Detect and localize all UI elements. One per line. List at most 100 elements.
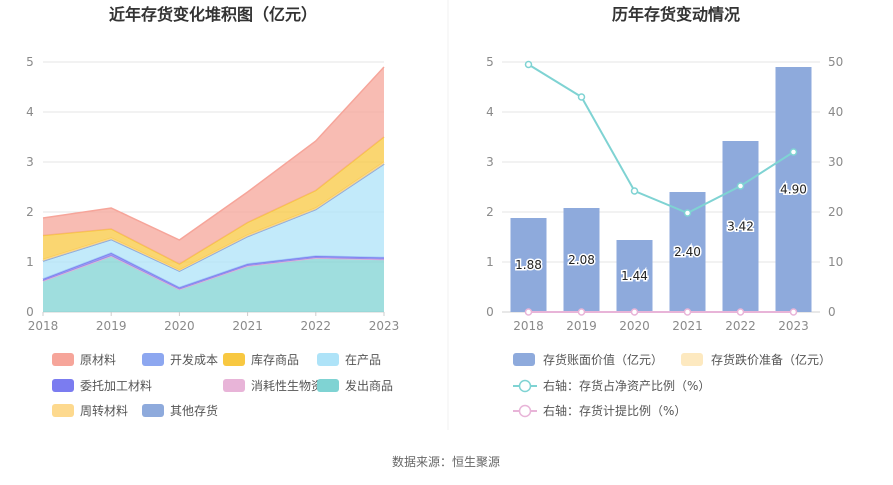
bar-value-label: 1.44 <box>621 269 648 283</box>
line-右轴-存货占净资产比例- <box>527 63 795 215</box>
legend-swatch-其他存货 <box>142 404 164 417</box>
legend-swatch-发出商品 <box>317 379 339 392</box>
legend-label-发出商品: 发出商品 <box>345 378 393 393</box>
right-y-tick-label: 1 <box>486 255 494 269</box>
bar-2023 <box>775 67 812 312</box>
legend-swatch-库存商品 <box>223 353 245 366</box>
legend-swatch-存货账面价值-亿元- <box>513 353 535 366</box>
right-x-tick-label: 2018 <box>513 319 544 333</box>
right-chart-title: 历年存货变动情况 <box>612 5 740 24</box>
legend-label-原材料: 原材料 <box>80 353 116 367</box>
legend-marker-右轴-存货占净资产比例- <box>518 379 532 393</box>
right-y-tick-label: 4 <box>486 105 494 119</box>
line-point <box>524 60 533 69</box>
line-point <box>683 308 692 316</box>
left-y-ticks: 0 1 2 3 4 5 <box>26 55 34 319</box>
legend-label-存货跌价准备-亿元-: 存货跌价准备（亿元） <box>711 352 831 367</box>
line-point <box>630 187 639 195</box>
legend-swatch-开发成本 <box>142 353 164 366</box>
bar-value-label: 1.88 <box>515 258 542 272</box>
line-point <box>524 308 533 316</box>
line-point <box>577 308 586 316</box>
right-y2-tick-label: 20 <box>828 205 843 219</box>
right-y2-tick-label: 30 <box>828 155 843 169</box>
line-point <box>736 308 745 316</box>
line-point <box>683 209 692 217</box>
left-y-tick-label: 3 <box>26 155 34 169</box>
right-y2-tick-label: 0 <box>828 305 836 319</box>
line-point <box>789 148 798 156</box>
legend-label-委托加工材料: 委托加工材料 <box>80 379 152 393</box>
bar-2019 <box>563 208 600 312</box>
right-y2-tick-label: 50 <box>828 55 843 69</box>
legend-marker-右轴-存货计提比例- <box>518 404 532 418</box>
bar-value-label: 2.08 <box>568 253 595 267</box>
area-原材料 <box>43 67 384 264</box>
left-chart-title: 近年存货变化堆积图（亿元） <box>109 5 317 24</box>
right-y2-tick-label: 10 <box>828 255 843 269</box>
right-grid <box>502 61 820 313</box>
right-y-tick-label: 3 <box>486 155 494 169</box>
right-y-ticks: 0 1 2 3 4 5 <box>486 55 494 319</box>
left-areas <box>42 66 385 312</box>
right-y2-tick-label: 40 <box>828 105 843 119</box>
left-y-tick-label: 1 <box>26 255 34 269</box>
left-x-tick-label: 2022 <box>301 319 332 333</box>
legend-label-周转材料: 周转材料 <box>80 403 128 418</box>
legend-label-存货账面价值-亿元-: 存货账面价值（亿元） <box>543 352 663 367</box>
right-x-tick-label: 2019 <box>566 319 597 333</box>
legend-label-消耗性生物资产: 消耗性生物资产 <box>251 379 335 393</box>
legend-label-库存商品: 库存商品 <box>251 352 299 367</box>
right-bars <box>510 67 812 312</box>
legend-label-在产品: 在产品 <box>345 353 381 367</box>
right-x-tick-label: 2023 <box>778 319 809 333</box>
bar-2022 <box>722 141 759 312</box>
right-x-tick-label: 2022 <box>725 319 756 333</box>
bar-line-chart: 历年存货变动情况 1.88 2.08 1.44 2.40 3.42 4.90 0 1 2 3 4 5… <box>486 5 843 418</box>
line-point <box>577 93 586 101</box>
legend-swatch-原材料 <box>52 353 74 366</box>
legend-swatch-周转材料 <box>52 404 74 417</box>
area-edge-原材料 <box>42 66 385 241</box>
right-x-tick-label: 2020 <box>619 319 650 333</box>
bar-2018 <box>510 218 547 312</box>
left-y-tick-label: 5 <box>26 55 34 69</box>
line-point <box>789 308 798 316</box>
right-lines <box>524 60 798 316</box>
left-y-tick-label: 4 <box>26 105 34 119</box>
area-在产品 <box>43 164 384 288</box>
right-legend: 存货账面价值（亿元） 存货跌价准备（亿元）右轴：存货占净资产比例（%） 右轴：存货计… <box>513 352 831 418</box>
bar-value-label: 4.90 <box>780 183 807 197</box>
bar-2020 <box>616 240 653 312</box>
right-y-tick-label: 5 <box>486 55 494 69</box>
right-y-tick-label: 2 <box>486 205 494 219</box>
line-point <box>736 182 745 190</box>
left-x-tick-label: 2020 <box>164 319 195 333</box>
right-x-tick-label: 2021 <box>672 319 703 333</box>
left-x-tick-label: 2023 <box>369 319 400 333</box>
right-bar-labels: 1.88 2.08 1.44 2.40 3.42 4.90 <box>514 181 809 285</box>
stacked-area-chart: 近年存货变化堆积图（亿元） 0 1 2 3 4 5 2018 2019 2020 2021 202… <box>26 5 399 418</box>
right-x-ticks: 2018 2019 2020 2021 2022 2023 <box>513 319 809 333</box>
left-y-tick-label: 2 <box>26 205 34 219</box>
legend-swatch-消耗性生物资产 <box>223 379 245 392</box>
bar-value-label: 2.40 <box>674 245 701 259</box>
left-x-tick-label: 2021 <box>232 319 263 333</box>
bar-value-label: 3.42 <box>727 220 754 234</box>
legend-label-右轴-存货占净资产比例-: 右轴：存货占净资产比例（%） <box>543 378 710 393</box>
left-y-tick-label: 0 <box>26 305 34 319</box>
line-point <box>630 308 639 316</box>
legend-label-其他存货: 其他存货 <box>170 403 218 418</box>
left-x-ticks: 2018 2019 2020 2021 2022 2023 <box>28 312 400 333</box>
legend-swatch-存货跌价准备-亿元- <box>681 353 703 366</box>
left-x-tick-label: 2018 <box>28 319 59 333</box>
data-source: 数据来源：恒生聚源 <box>392 454 500 469</box>
legend-swatch-委托加工材料 <box>52 379 74 392</box>
right-y-tick-label: 0 <box>486 305 494 319</box>
left-x-tick-label: 2019 <box>96 319 127 333</box>
legend-swatch-在产品 <box>317 353 339 366</box>
legend-label-右轴-存货计提比例-: 右轴：存货计提比例（%） <box>543 403 686 418</box>
legend-label-开发成本: 开发成本 <box>170 352 218 367</box>
